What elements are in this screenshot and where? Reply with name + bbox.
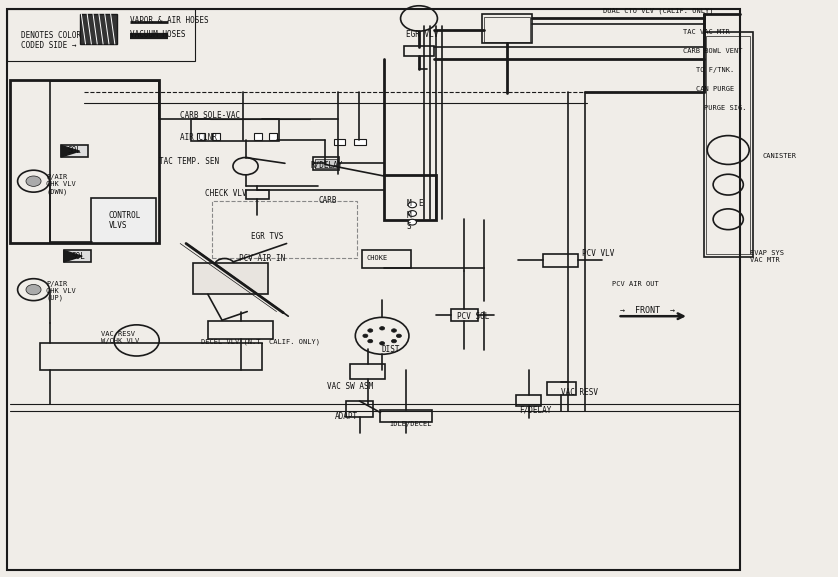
Circle shape: [368, 329, 373, 332]
Text: VAPOR & AIR HOSES: VAPOR & AIR HOSES: [130, 16, 209, 25]
Text: CHOKE: CHOKE: [366, 255, 387, 261]
Circle shape: [380, 327, 385, 330]
Text: EGR TVS: EGR TVS: [251, 232, 284, 241]
Bar: [346, 401, 373, 417]
Bar: [193, 263, 268, 294]
Bar: [61, 145, 88, 157]
Text: PCV VLV: PCV VLV: [582, 249, 615, 258]
Circle shape: [391, 339, 396, 343]
Text: R/DELAY: R/DELAY: [310, 160, 343, 170]
Circle shape: [363, 334, 368, 338]
Text: TAC TEMP. SEN: TAC TEMP. SEN: [159, 157, 220, 166]
Bar: [354, 139, 366, 145]
Text: E: E: [418, 199, 423, 208]
Bar: [315, 159, 337, 168]
Text: P/AIR
CHK VLV
(DWN): P/AIR CHK VLV (DWN): [46, 174, 76, 195]
Bar: [313, 157, 339, 170]
Text: SOL: SOL: [67, 145, 81, 155]
Bar: [191, 119, 279, 141]
Text: PCV SOL: PCV SOL: [457, 312, 489, 321]
Circle shape: [408, 219, 416, 225]
Text: F/DELAY: F/DELAY: [520, 405, 552, 414]
Bar: [543, 254, 578, 267]
Text: S: S: [406, 222, 411, 231]
Bar: [404, 46, 434, 56]
Circle shape: [380, 342, 385, 345]
Bar: [350, 364, 385, 379]
Bar: [197, 133, 205, 140]
Bar: [212, 201, 357, 258]
Text: DUAL CTO VLV (CALIF. ONLY): DUAL CTO VLV (CALIF. ONLY): [603, 7, 714, 14]
Bar: [40, 343, 262, 370]
Text: VACUUM HOSES: VACUUM HOSES: [130, 30, 185, 39]
Text: VAC SW ASM: VAC SW ASM: [327, 382, 373, 391]
Text: PCV AIR IN: PCV AIR IN: [239, 254, 285, 263]
Text: CAN PURGE: CAN PURGE: [696, 87, 734, 92]
Bar: [7, 9, 195, 61]
Text: CARB SOLE-VAC: CARB SOLE-VAC: [180, 111, 241, 120]
Bar: [362, 250, 411, 268]
Bar: [254, 133, 262, 140]
Text: EGR VLV: EGR VLV: [406, 30, 439, 39]
Text: TO F/TNK.: TO F/TNK.: [696, 68, 734, 73]
Bar: [482, 14, 532, 43]
Text: P/AIR
CHK VLV
(UP): P/AIR CHK VLV (UP): [46, 280, 76, 301]
Text: M: M: [406, 211, 411, 220]
Bar: [91, 198, 156, 243]
Text: IDLE/DECEL: IDLE/DECEL: [390, 421, 432, 427]
Text: CONTROL
VLVS: CONTROL VLVS: [109, 211, 142, 230]
Bar: [380, 410, 432, 422]
Circle shape: [408, 211, 416, 216]
Text: TAC VAC MTR: TAC VAC MTR: [683, 29, 730, 35]
Text: M: M: [406, 199, 411, 208]
Text: PCV AIR OUT: PCV AIR OUT: [612, 281, 659, 287]
Text: AIR CLNR: AIR CLNR: [180, 133, 217, 142]
Circle shape: [26, 176, 41, 186]
Circle shape: [396, 334, 401, 338]
Bar: [64, 250, 91, 262]
Text: VAC RESV
W/CHK VLV: VAC RESV W/CHK VLV: [101, 331, 139, 344]
Bar: [516, 395, 541, 406]
Bar: [484, 17, 530, 42]
Text: CHECK VLV: CHECK VLV: [205, 189, 247, 198]
Text: DIST: DIST: [381, 344, 400, 354]
Bar: [246, 190, 269, 199]
Bar: [384, 175, 436, 220]
Text: PURGE SIG.: PURGE SIG.: [704, 106, 747, 111]
Text: CARB BOWL VENT: CARB BOWL VENT: [683, 48, 742, 54]
Circle shape: [26, 284, 41, 295]
Text: DENOTES COLOR
CODED SIDE →: DENOTES COLOR CODED SIDE →: [21, 31, 81, 50]
Bar: [208, 321, 273, 339]
Text: VAC RESV: VAC RESV: [561, 388, 598, 397]
Circle shape: [391, 329, 396, 332]
Text: CANISTER: CANISTER: [763, 153, 797, 159]
Text: CARB: CARB: [318, 196, 337, 205]
Text: EVAP SYS
VAC MTR: EVAP SYS VAC MTR: [750, 250, 784, 263]
Text: →  FRONT  →: → FRONT →: [620, 306, 675, 315]
Bar: [706, 36, 750, 254]
Circle shape: [368, 339, 373, 343]
Bar: [80, 14, 117, 44]
Text: DECEL VLV (N.T. CALIF. ONLY): DECEL VLV (N.T. CALIF. ONLY): [201, 338, 320, 345]
Text: ADAPT: ADAPT: [335, 412, 359, 421]
Bar: [269, 133, 277, 140]
Bar: [7, 9, 740, 570]
Bar: [451, 309, 478, 321]
Bar: [334, 139, 345, 145]
Polygon shape: [61, 145, 80, 157]
Bar: [704, 32, 753, 257]
Bar: [547, 382, 576, 395]
Bar: [212, 133, 220, 140]
Circle shape: [408, 202, 416, 208]
Bar: [10, 80, 159, 243]
Polygon shape: [64, 250, 82, 262]
Text: SOL: SOL: [71, 252, 85, 261]
